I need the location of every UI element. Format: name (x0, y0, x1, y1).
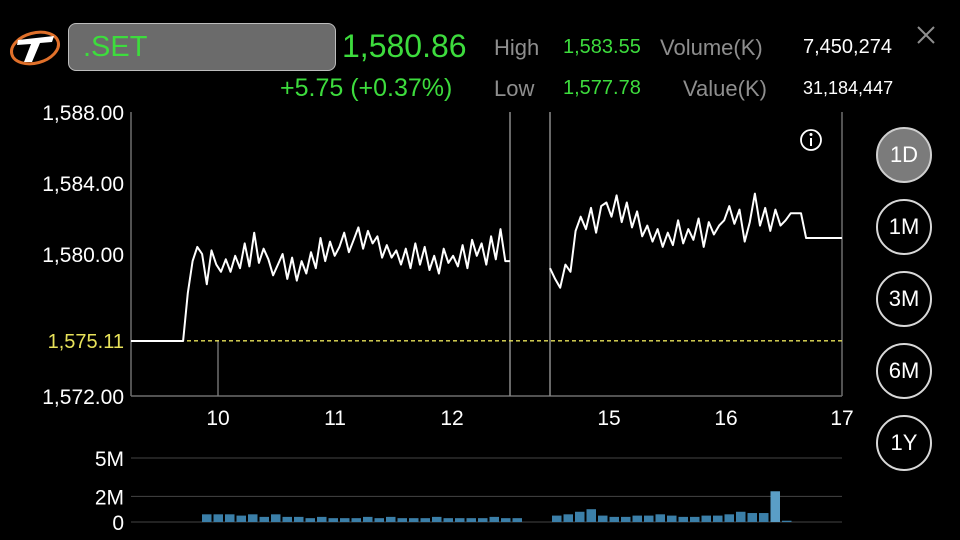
volume-bar (747, 513, 757, 522)
high-value: 1,583.55 (563, 36, 641, 58)
volume-bar (409, 518, 419, 522)
x-tick-label: 15 (597, 407, 620, 430)
period-button-1y[interactable]: 1Y (876, 415, 932, 471)
price-line-session-2 (549, 192, 842, 289)
volume-bar (351, 518, 361, 522)
prev-close-group: 1,575.11 (48, 331, 842, 353)
high-label: High (494, 35, 540, 60)
volume-bar (478, 518, 488, 522)
x-tick-label: 11 (324, 407, 346, 430)
volume-bar (420, 518, 430, 522)
period-button-label: 1D (889, 142, 919, 167)
volume-y-tick-label: 5M (95, 448, 124, 471)
volume-bar (724, 514, 734, 522)
volume-bar (586, 509, 596, 522)
low-value: 1,577.78 (563, 77, 641, 99)
volume-bar (644, 515, 654, 522)
volume-bar (609, 516, 619, 522)
volume-bar (736, 511, 746, 522)
volume-bar (575, 511, 585, 522)
close-icon[interactable] (915, 24, 937, 46)
volume-bar (770, 491, 780, 522)
volume-bar (374, 518, 384, 522)
period-button-6m[interactable]: 6M (876, 343, 932, 399)
value-value: 31,184,447 (803, 78, 894, 98)
volume-bar (443, 518, 453, 522)
chart-frame (130, 112, 843, 397)
volume-bar (397, 518, 407, 522)
symbol-text: .SET (83, 31, 148, 63)
y-tick-label: 1,580.00 (42, 244, 124, 267)
volume-bar (202, 514, 212, 522)
volume-bar (386, 516, 396, 522)
volume-bar (690, 516, 700, 522)
price-line-session-1 (131, 226, 510, 342)
volume-bar (259, 516, 269, 522)
volume-bar (598, 515, 608, 522)
volume-bar (305, 518, 315, 522)
volume-label: Volume(K) (660, 35, 763, 60)
volume-bar (655, 514, 665, 522)
volume-bar (328, 518, 338, 522)
x-tick-label: 12 (440, 407, 463, 430)
volume-bar (363, 516, 373, 522)
period-button-label: 1M (888, 214, 920, 239)
volume-bar (563, 514, 573, 522)
price-lines (131, 192, 842, 342)
volume-y-tick-label: 0 (112, 512, 124, 535)
y-tick-label: 1,572.00 (42, 386, 124, 409)
volume-bar (501, 518, 511, 522)
volume-bar (248, 514, 258, 522)
y-axis-labels: 1,588.00 1,584.00 1,580.00 1,572.00 (42, 102, 124, 409)
volume-bar (317, 516, 327, 522)
info-icon[interactable] (800, 129, 822, 151)
volume-bar (489, 516, 499, 522)
volume-bar (667, 515, 677, 522)
volume-bar (759, 513, 769, 522)
volume-bar (271, 514, 281, 522)
session-dividers (217, 112, 551, 396)
volume-bar (340, 518, 350, 522)
value-label: Value(K) (683, 76, 767, 101)
period-button-3m[interactable]: 3M (876, 271, 932, 327)
volume-value: 7,450,274 (803, 36, 892, 58)
x-axis-labels: 10 11 12 15 16 17 (206, 407, 853, 430)
volume-bar (282, 516, 292, 522)
intraday-chart: 1,588.001,584.001,580.001,572.00 10 11 12 1… (42, 102, 853, 535)
y-tick-label: 1,588.00 (42, 102, 124, 125)
period-button-1m[interactable]: 1M (876, 199, 932, 255)
volume-bar (236, 515, 246, 522)
broker-logo-icon (9, 30, 61, 66)
period-button-label: 6M (888, 358, 920, 383)
volume-bar (294, 516, 304, 522)
volume-bar (713, 515, 723, 522)
volume-bar (621, 516, 631, 522)
price-change: +5.75 (+0.37%) (280, 74, 453, 102)
last-price: 1,580.86 (342, 28, 467, 64)
volume-bar (678, 516, 688, 522)
volume-bar (782, 520, 792, 522)
y-tick-label: 1,584.00 (42, 173, 124, 196)
volume-bar (213, 514, 223, 522)
volume-bar (512, 518, 522, 522)
volume-bar (466, 518, 476, 522)
low-label: Low (494, 76, 535, 101)
volume-bar (701, 515, 711, 522)
x-tick-label: 10 (206, 407, 229, 430)
volume-bar (225, 514, 235, 522)
x-tick-label: 17 (830, 407, 853, 430)
volume-y-tick-label: 2M (95, 486, 124, 509)
volume-chart: 5M 2M 0 (95, 448, 842, 535)
period-button-1d[interactable]: 1D (876, 127, 932, 183)
period-button-label: 3M (888, 286, 920, 311)
volume-bar (432, 516, 442, 522)
volume-bar (632, 515, 642, 522)
period-button-label: 1Y (890, 430, 918, 455)
volume-bar (552, 515, 562, 522)
prev-close-label: 1,575.11 (48, 331, 124, 353)
x-tick-label: 16 (714, 407, 737, 430)
volume-bar (455, 518, 465, 522)
symbol-search-field[interactable]: .SET (68, 23, 336, 71)
